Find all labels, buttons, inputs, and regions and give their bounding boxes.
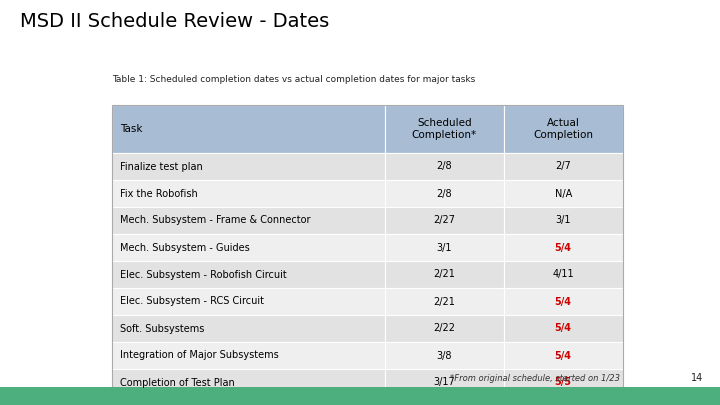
- Text: 3/1: 3/1: [556, 215, 571, 226]
- Text: Fix the Robofish: Fix the Robofish: [120, 188, 197, 198]
- Text: Soft. Subsystems: Soft. Subsystems: [120, 324, 204, 333]
- Text: 4/11: 4/11: [552, 269, 574, 279]
- Text: *From original schedule, started on 1/23: *From original schedule, started on 1/23: [450, 374, 620, 383]
- Text: 5/4: 5/4: [554, 296, 572, 307]
- Text: 2/21: 2/21: [433, 269, 455, 279]
- Text: Elec. Subsystem - RCS Circuit: Elec. Subsystem - RCS Circuit: [120, 296, 264, 307]
- Text: 3/17: 3/17: [433, 377, 455, 388]
- Text: 5/4: 5/4: [554, 350, 572, 360]
- Text: Table 1: Scheduled completion dates vs actual completion dates for major tasks: Table 1: Scheduled completion dates vs a…: [112, 75, 475, 84]
- Text: 5/5: 5/5: [554, 377, 572, 388]
- Text: 2/22: 2/22: [433, 324, 455, 333]
- Text: 2/8: 2/8: [436, 162, 452, 171]
- Text: 2/27: 2/27: [433, 215, 455, 226]
- Text: MSD II Schedule Review - Dates: MSD II Schedule Review - Dates: [20, 12, 329, 31]
- Text: 2/7: 2/7: [555, 162, 571, 171]
- Text: Task: Task: [120, 124, 142, 134]
- Text: 5/4: 5/4: [554, 324, 572, 333]
- Text: Actual
Completion: Actual Completion: [534, 118, 593, 140]
- Text: N/A: N/A: [554, 188, 572, 198]
- Text: 5/4: 5/4: [554, 243, 572, 252]
- Text: Finalize test plan: Finalize test plan: [120, 162, 202, 171]
- Text: Scheduled
Completion*: Scheduled Completion*: [412, 118, 477, 140]
- Text: Integration of Major Subsystems: Integration of Major Subsystems: [120, 350, 279, 360]
- Text: 2/8: 2/8: [436, 188, 452, 198]
- Text: Elec. Subsystem - Robofish Circuit: Elec. Subsystem - Robofish Circuit: [120, 269, 287, 279]
- Text: Completion of Test Plan: Completion of Test Plan: [120, 377, 234, 388]
- Text: 3/8: 3/8: [436, 350, 452, 360]
- Text: Mech. Subsystem - Frame & Connector: Mech. Subsystem - Frame & Connector: [120, 215, 310, 226]
- Text: Mech. Subsystem - Guides: Mech. Subsystem - Guides: [120, 243, 249, 252]
- Text: 2/21: 2/21: [433, 296, 455, 307]
- Text: 14: 14: [690, 373, 703, 383]
- Text: 3/1: 3/1: [436, 243, 452, 252]
